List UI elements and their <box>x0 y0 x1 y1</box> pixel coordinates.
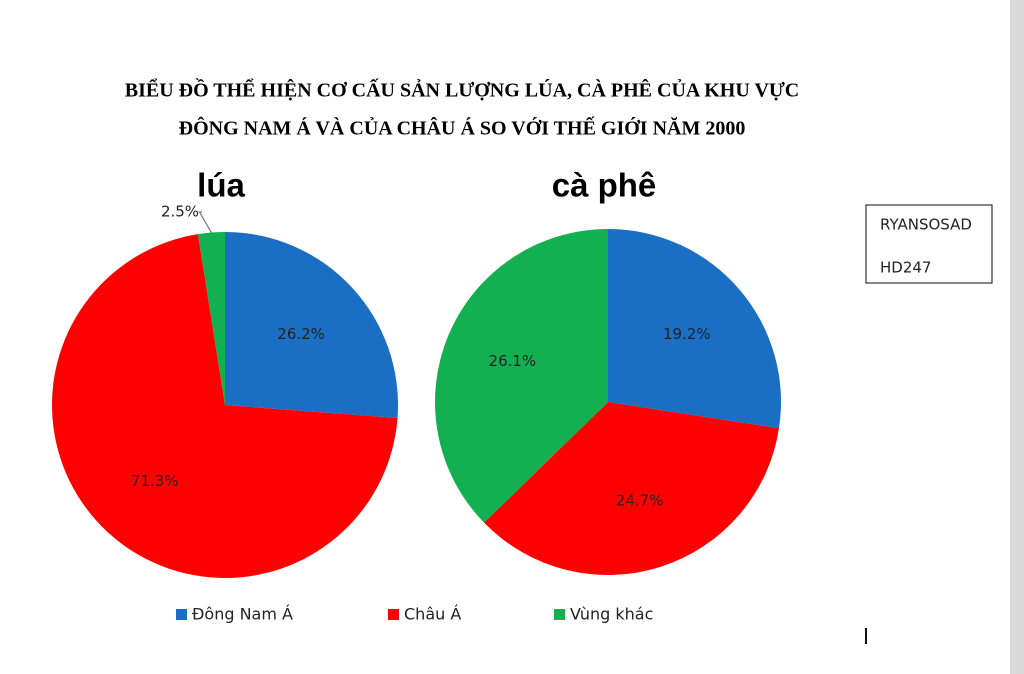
data-label: 19.2% <box>663 325 711 343</box>
data-label: 26.1% <box>489 352 537 370</box>
legend-swatch <box>388 609 399 620</box>
note-text: RYANSOSAD <box>880 216 972 234</box>
note-text: HD247 <box>880 259 931 277</box>
legend-label: Đông Nam Á <box>192 605 293 624</box>
pie-slice <box>51 234 398 578</box>
leader-line <box>198 211 212 233</box>
legend-label: Vùng khác <box>570 605 653 624</box>
data-label: 26.2% <box>277 325 325 343</box>
pie-slice <box>608 229 781 429</box>
pie-title: lúa <box>197 167 245 204</box>
data-label: 71.3% <box>131 472 179 490</box>
pie-slice <box>197 232 225 405</box>
cursor <box>865 628 867 644</box>
pie-slice <box>225 232 398 419</box>
chart-title: ĐÔNG NAM Á VÀ CỦA CHÂU Á SO VỚI THẾ GIỚI… <box>179 116 746 140</box>
data-label: 24.7% <box>616 491 664 509</box>
pie-slice <box>435 229 608 523</box>
data-label: 2.5% <box>161 203 199 221</box>
legend-swatch <box>554 609 565 620</box>
legend-label: Châu Á <box>404 605 461 624</box>
legend-swatch <box>176 609 187 620</box>
chart-title: BIỂU ĐỒ THỂ HIỆN CƠ CẤU SẢN LƯỢNG LÚA, C… <box>125 78 800 102</box>
note-box <box>865 204 993 284</box>
pie-title: cà phê <box>552 167 657 204</box>
pie-slice <box>484 402 779 575</box>
screen-edge <box>1010 0 1024 674</box>
